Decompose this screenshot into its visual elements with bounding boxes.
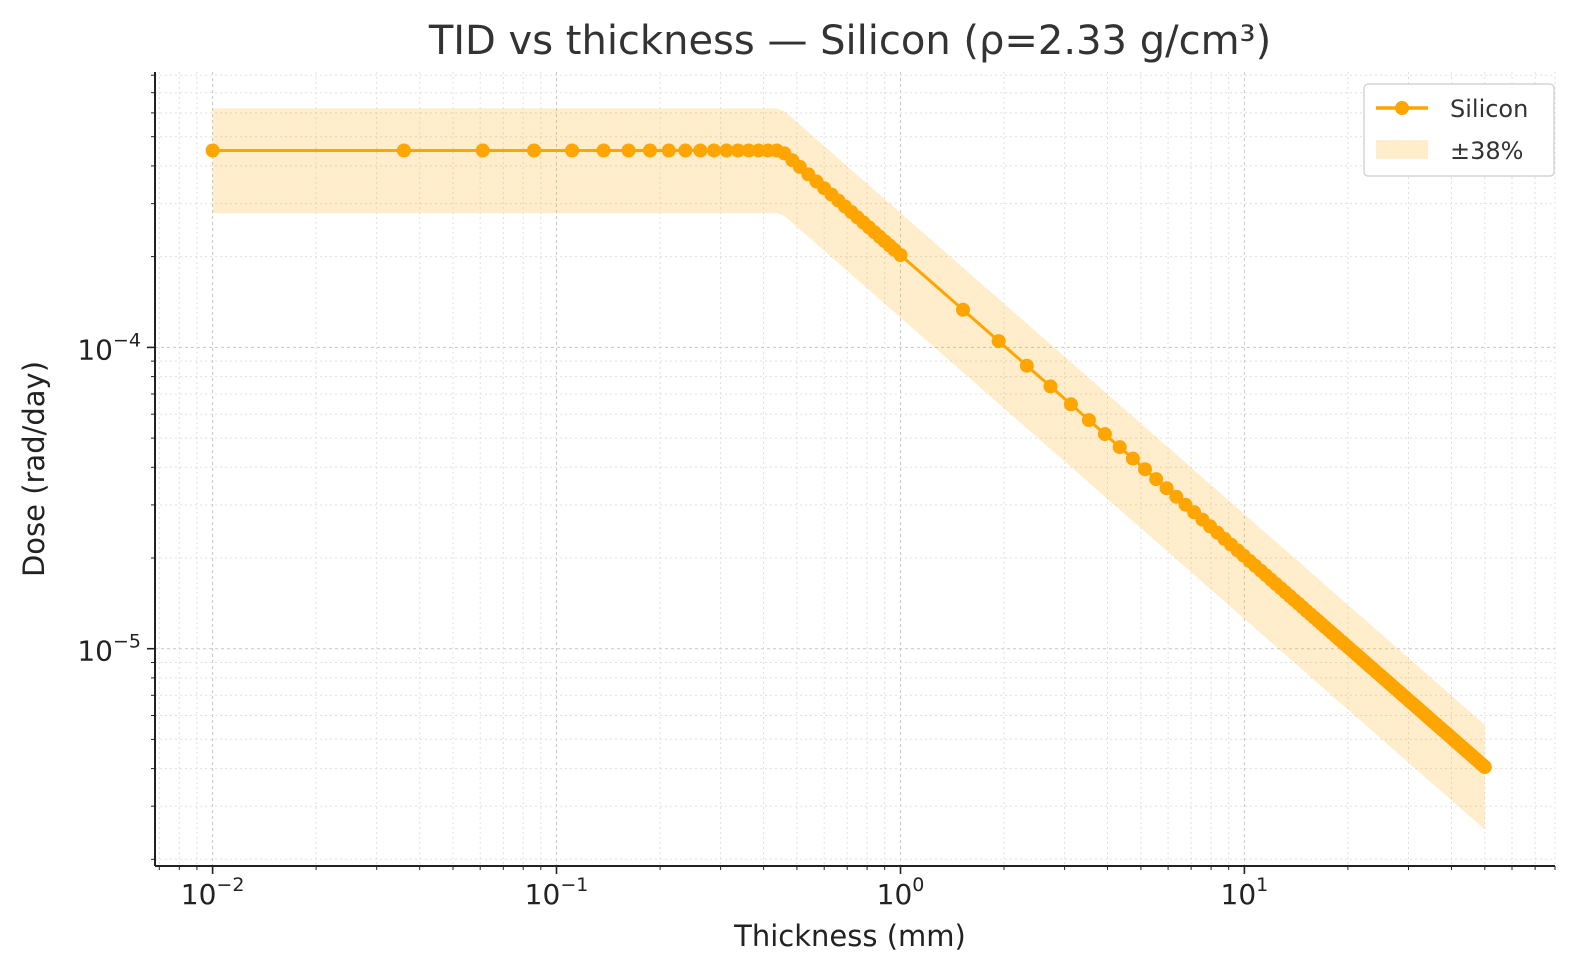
silicon-data-point (719, 143, 734, 158)
x-tick-label: 10−1 (525, 874, 589, 911)
silicon-data-point (661, 143, 676, 158)
silicon-data-point (1159, 481, 1174, 496)
silicon-data-point (707, 143, 721, 158)
silicon-data-point (475, 143, 490, 158)
legend-label-band: ±38% (1450, 137, 1523, 165)
legend-marker-swatch (1395, 101, 1409, 115)
silicon-data-point (731, 143, 745, 158)
silicon-data-point (956, 302, 970, 317)
legend-band-swatch (1376, 140, 1428, 159)
silicon-data-point (893, 248, 908, 262)
silicon-data-point (1138, 462, 1152, 477)
legend-label-silicon: Silicon (1450, 95, 1528, 123)
silicon-data-point (1019, 358, 1034, 373)
silicon-data-point (1169, 489, 1184, 504)
silicon-data-point (1043, 379, 1058, 394)
y-tick-label: 10−4 (77, 329, 141, 366)
x-axis-label: Thickness (mm) (733, 919, 966, 953)
silicon-data-point (693, 143, 708, 158)
silicon-data-point (205, 143, 220, 158)
chart-title: TID vs thickness — Silicon (ρ=2.33 g/cm³… (428, 18, 1271, 64)
silicon-data-point (565, 143, 580, 158)
silicon-data-point (1112, 440, 1127, 455)
series-marker-layer (205, 143, 1492, 774)
x-tick-label: 101 (1221, 874, 1269, 911)
silicon-data-point (1149, 472, 1164, 487)
silicon-data-point (741, 143, 756, 158)
silicon-data-point (1125, 451, 1140, 466)
silicon-data-point (1097, 427, 1112, 442)
grid (155, 72, 1556, 866)
tick-labels: 10−2 10−1 100 101 10−4 10−5 (77, 329, 1268, 911)
silicon-data-point (643, 143, 657, 158)
x-tick-label: 100 (877, 874, 925, 911)
silicon-data-point (1063, 397, 1078, 412)
x-tick-label: 10−2 (181, 874, 245, 911)
axes (147, 72, 1556, 874)
uncertainty-band (212, 108, 1485, 830)
y-axis-label: Dose (rad/day) (17, 361, 51, 577)
silicon-data-point (1081, 413, 1096, 428)
silicon-data-point (527, 143, 541, 158)
silicon-data-point (1477, 760, 1492, 774)
y-tick-label: 10−5 (77, 631, 141, 668)
silicon-data-point (621, 143, 636, 158)
uncertainty-band-layer (212, 108, 1485, 830)
silicon-data-point (596, 143, 611, 158)
legend: Silicon ±38% (1363, 83, 1555, 177)
silicon-data-point (991, 334, 1006, 349)
silicon-data-point (678, 143, 693, 158)
silicon-data-point (396, 143, 411, 158)
